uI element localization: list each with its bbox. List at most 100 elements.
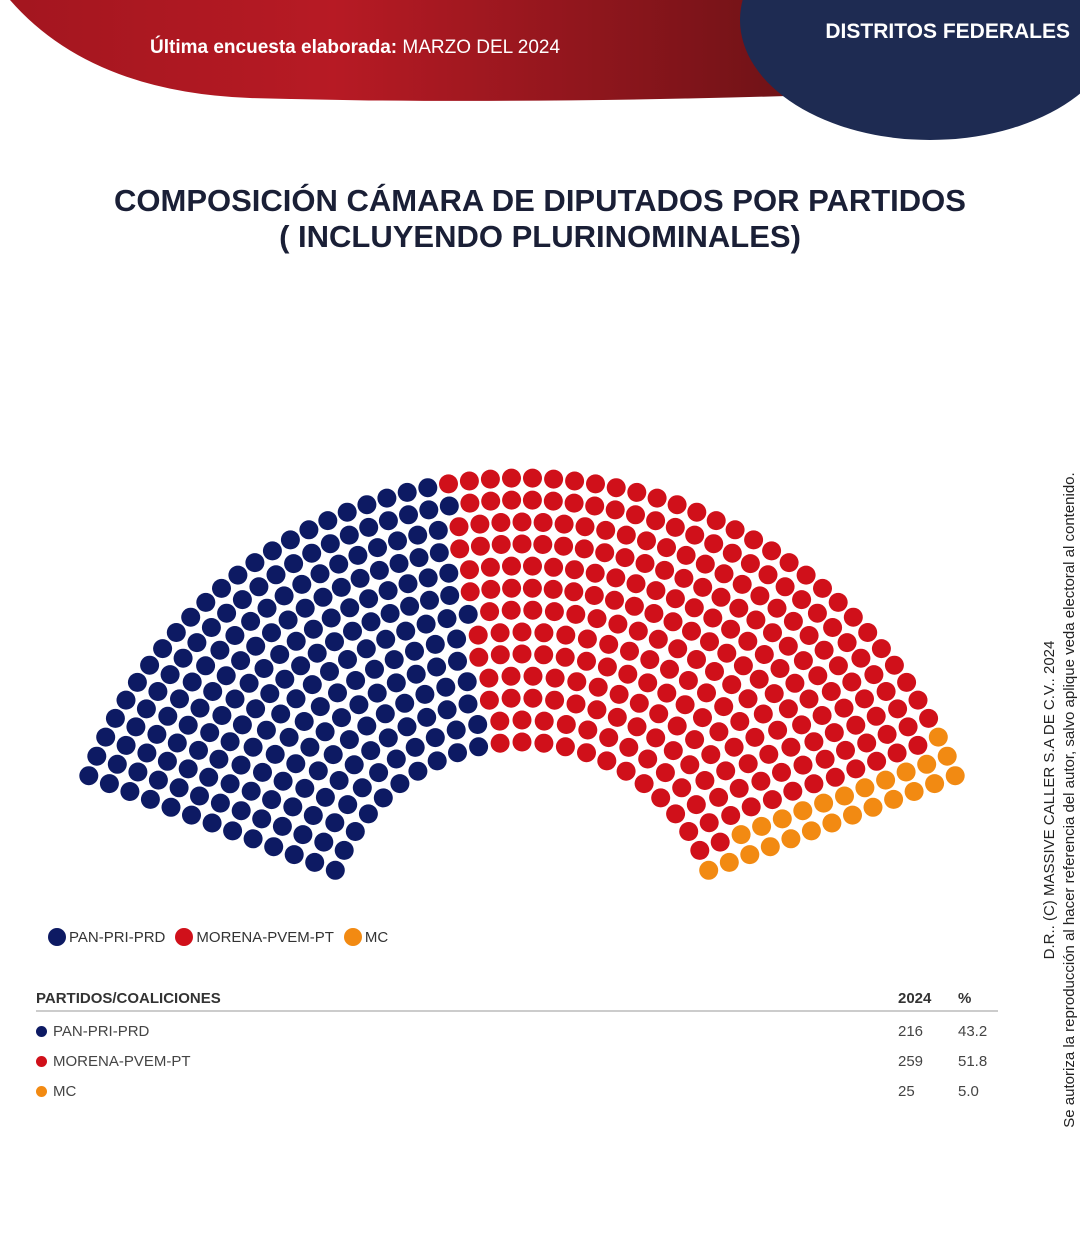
header-banner [10,0,1080,140]
seat-morena-pvem-pt [665,517,685,537]
seat-morena-pvem-pt [750,586,770,606]
seat-pan-pri-prd [136,699,156,719]
seat-morena-pvem-pt [609,684,629,704]
seat-morena-pvem-pt [657,538,676,558]
seat-morena-pvem-pt [772,762,791,782]
seat-morena-pvem-pt [638,749,658,769]
seat-pan-pri-prd [182,805,201,825]
seat-pan-pri-prd [202,813,222,833]
seat-morena-pvem-pt [450,539,470,559]
seat-pan-pri-prd [386,673,406,693]
seat-morena-pvem-pt [828,656,848,676]
seat-pan-pri-prd [253,762,272,782]
seat-pan-pri-prd [376,629,396,649]
seat-pan-pri-prd [325,813,345,833]
seat-pan-pri-prd [425,728,445,748]
seat-pan-pri-prd [405,641,424,661]
seat-morena-pvem-pt [908,735,928,755]
seat-pan-pri-prd [418,568,438,588]
seat-morena-pvem-pt [470,514,490,534]
seat-morena-pvem-pt [595,543,615,563]
seat-pan-pri-prd [408,525,428,545]
seat-morena-pvem-pt [814,640,834,660]
seat-pan-pri-prd [338,795,358,815]
seat-pan-pri-prd [361,612,381,632]
seat-morena-pvem-pt [778,699,798,719]
seat-pan-pri-prd [409,548,429,568]
seat-morena-pvem-pt [640,650,660,670]
seat-pan-pri-prd [361,741,381,761]
seat-pan-pri-prd [419,500,439,520]
seat-morena-pvem-pt [919,708,939,728]
seat-morena-pvem-pt [480,469,500,489]
seat-pan-pri-prd [439,496,459,516]
seat-morena-pvem-pt [491,513,511,532]
seat-morena-pvem-pt [710,832,730,852]
seat-morena-pvem-pt [693,577,713,597]
seat-morena-pvem-pt [877,724,897,744]
seat-morena-pvem-pt [544,602,564,622]
seat-morena-pvem-pt [908,690,928,710]
seat-morena-pvem-pt [555,737,575,757]
copyright-notice: D.R.. (C) MASSIVE CALLER S.A DE C.V.. 20… [1041,472,1078,1128]
seat-pan-pri-prd [398,574,418,594]
seat-mc [801,821,821,841]
seat-morena-pvem-pt [523,468,542,488]
seat-pan-pri-prd [286,631,306,651]
seat-morena-pvem-pt [501,666,521,686]
seat-morena-pvem-pt [619,737,639,757]
table-row: PAN-PRI-PRD 216 43.2 [36,1016,998,1046]
legend-swatch [175,928,194,946]
seat-pan-pri-prd [397,717,417,737]
party-dot [36,1085,47,1097]
seat-pan-pri-prd [190,786,209,806]
seat-morena-pvem-pt [649,704,669,724]
seat-pan-pri-prd [388,531,407,551]
seat-pan-pri-prd [457,672,477,692]
seat-morena-pvem-pt [866,706,886,726]
seat-pan-pri-prd [239,673,259,693]
seat-morena-pvem-pt [705,662,724,681]
seat-morena-pvem-pt [545,668,565,688]
seat-morena-pvem-pt [685,525,705,545]
seat-morena-pvem-pt [793,651,813,671]
seat-pan-pri-prd [148,770,168,790]
seat-morena-pvem-pt [686,795,706,815]
seat-morena-pvem-pt [813,578,832,598]
seat-pan-pri-prd [140,655,160,675]
seat-pan-pri-prd [157,751,177,771]
seat-pan-pri-prd [439,563,459,583]
seat-pan-pri-prd [428,520,448,540]
seat-pan-pri-prd [313,587,333,607]
table-row: MORENA-PVEM-PT 259 51.8 [36,1046,998,1076]
seat-morena-pvem-pt [758,565,778,585]
seat-morena-pvem-pt [512,534,532,554]
seat-morena-pvem-pt [556,715,576,734]
navy-circle-shape [740,0,1080,140]
seat-pan-pri-prd [328,683,347,703]
seat-pan-pri-prd [368,538,387,558]
seat-morena-pvem-pt [460,493,480,513]
seat-morena-pvem-pt [470,536,490,556]
legend-item: PAN-PRI-PRD [48,928,165,946]
seat-morena-pvem-pt [523,600,543,620]
seat-morena-pvem-pt [733,656,753,676]
seat-morena-pvem-pt [699,813,719,833]
seat-morena-pvem-pt [545,690,565,710]
seat-morena-pvem-pt [577,629,597,649]
seat-pan-pri-prd [418,478,438,498]
seat-pan-pri-prd [337,502,357,522]
seat-mc [781,829,801,849]
seat-pan-pri-prd [416,614,436,634]
seat-morena-pvem-pt [888,699,908,719]
seat-morena-pvem-pt [574,539,594,559]
seat-morena-pvem-pt [808,666,828,686]
seat-pan-pri-prd [367,683,387,703]
seat-pan-pri-prd [173,648,193,668]
seat-morena-pvem-pt [732,574,752,594]
seat-pan-pri-prd [170,689,189,709]
seat-pan-pri-prd [274,586,294,606]
seat-pan-pri-prd [270,645,290,664]
seat-morena-pvem-pt [512,644,532,664]
seat-pan-pri-prd [386,749,406,769]
